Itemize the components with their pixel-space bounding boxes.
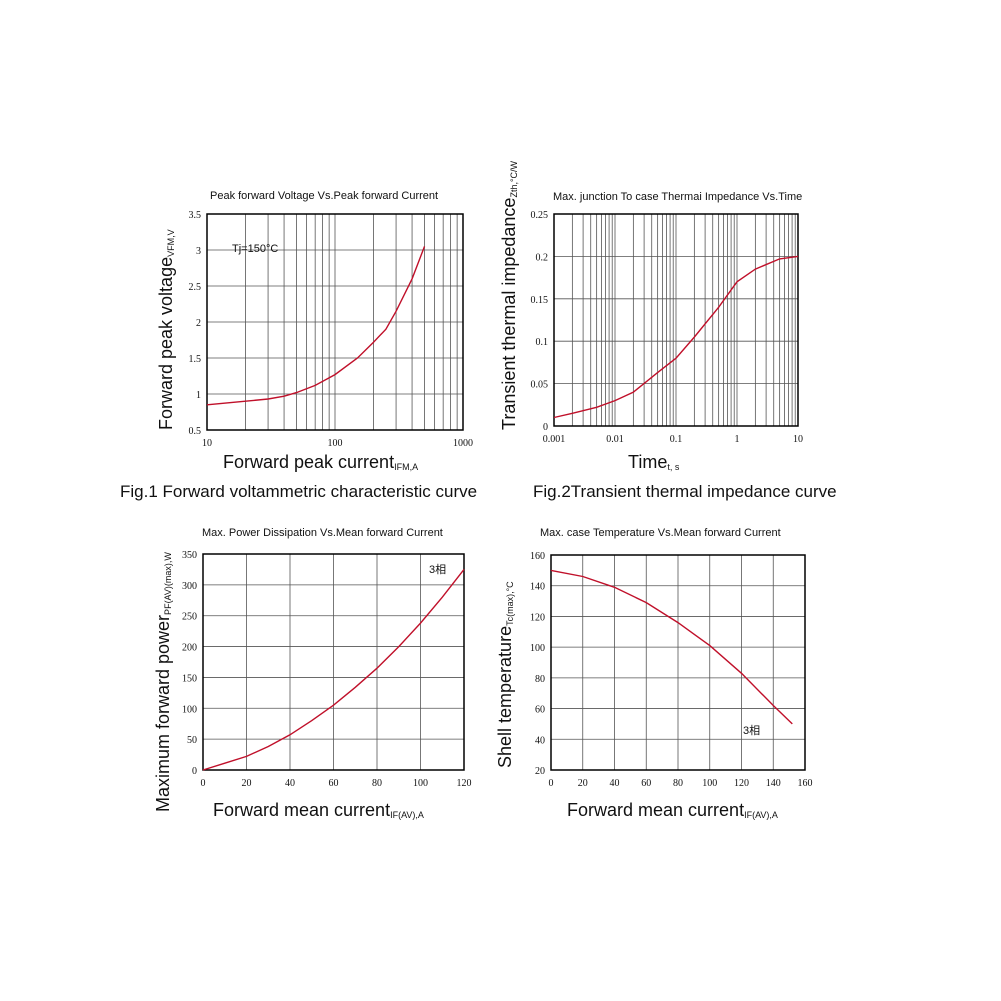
chart2-series-line: [553, 255, 799, 419]
chart1-xtick-label: 100: [328, 438, 343, 449]
chart4-ytick-label: 40: [535, 735, 545, 746]
chart3-ylabel: Maximum forward powerPF(AV)(max),W: [153, 552, 174, 812]
chart4-ylabel: Shell temperatureTc(max),°C: [495, 581, 516, 768]
chart1-frame: [206, 213, 464, 431]
chart3-ytick-label: 350: [182, 550, 197, 561]
chart4-ytick-label: 120: [530, 612, 545, 623]
chart4-xtick-label: 60: [641, 778, 651, 789]
chart2-xlabel-sub: t, s: [667, 462, 680, 472]
chart3-xlabel-sub: IF(AV),A: [390, 810, 424, 820]
chart3-series-line: [202, 568, 465, 771]
chart3-xtick-label: 0: [201, 778, 206, 789]
chart4-ytick-label: 160: [530, 551, 545, 562]
chart3-xtick-label: 60: [329, 778, 339, 789]
chart1-ylabel: Forward peak voltageVFM,V: [156, 229, 177, 430]
chart3-xlabel-main: Forward mean current: [213, 800, 391, 820]
chart4-xtick-label: 160: [798, 778, 813, 789]
chart1-ytick-label: 1: [196, 390, 201, 401]
chart2-ylabel-sub: Zth,°C/W: [509, 160, 519, 198]
chart4-xtick-label: 20: [578, 778, 588, 789]
chart3-frame: [202, 553, 465, 771]
chart1-ytick-label: 1.5: [189, 354, 202, 365]
chart4-annotation: 3相: [743, 725, 761, 737]
chart3-ylabel-sub: PF(AV)(max),W: [163, 552, 173, 615]
chart2-ylabel: Transient thermal impedanceZth,°C/W: [499, 161, 520, 430]
chart1-xtick-label: 10: [202, 438, 212, 449]
chart3-xtick-label: 20: [242, 778, 252, 789]
chart2-xlabel-main: Time: [628, 452, 668, 472]
chart4-xtick-label: 140: [766, 778, 781, 789]
chart2-xtick-label: 0.01: [606, 434, 624, 445]
chart2-xlabel: Timet, s: [628, 452, 679, 473]
chart3-ytick-label: 0: [192, 766, 197, 777]
chart1-ylabel-main: Forward peak voltage: [156, 256, 176, 430]
chart3-xtick-label: 40: [285, 778, 295, 789]
chart2-xtick-label: 0.1: [670, 434, 683, 445]
chart2-ytick-label: 0.2: [536, 252, 549, 263]
chart3-xtick-label: 120: [457, 778, 472, 789]
chart2-ytick-label: 0.25: [531, 210, 549, 221]
chart1-caption: Fig.1 Forward voltammetric characteristi…: [120, 482, 478, 501]
chart3-ytick-label: 50: [187, 735, 197, 746]
chart3-ytick-label: 100: [182, 704, 197, 715]
chart4-ylabel-main: Shell temperature: [495, 625, 515, 768]
chart4-xtick-label: 80: [673, 778, 683, 789]
chart2-ytick-label: 0: [543, 422, 548, 433]
chart2-xtick-label: 10: [793, 434, 803, 445]
chart4-xtick-label: 0: [549, 778, 554, 789]
chart1-xtick-label: 1000: [453, 438, 473, 449]
chart4-title: Max. case Temperature Vs.Mean forward Cu…: [540, 527, 781, 539]
chart4-xlabel-main: Forward mean current: [567, 800, 745, 820]
chart3-annotation: 3相: [429, 564, 447, 576]
chart1-series-line: [206, 246, 426, 406]
chart3-xtick-label: 100: [413, 778, 428, 789]
chart2-title: Max. junction To case Thermai Impedance …: [553, 191, 803, 203]
chart2-xtick-label: 0.001: [543, 434, 566, 445]
chart4-ytick-label: 60: [535, 705, 545, 716]
chart1-ytick-label: 3: [196, 246, 201, 257]
chart2-ytick-label: 0.1: [536, 337, 549, 348]
chart3-ytick-label: 300: [182, 581, 197, 592]
chart4-xtick-label: 40: [610, 778, 620, 789]
chart2-ytick-label: 0.15: [531, 295, 549, 306]
chart4-frame: [550, 554, 806, 771]
chart1-ytick-label: 2.5: [189, 282, 202, 293]
chart1-ytick-label: 0.5: [189, 426, 202, 437]
chart4-ylabel-sub: Tc(max),°C: [505, 581, 515, 626]
chart3-xlabel: Forward mean currentIF(AV),A: [213, 800, 424, 821]
chart2-frame: [553, 213, 799, 427]
chart3-title: Max. Power Dissipation Vs.Mean forward C…: [202, 527, 443, 539]
chart4-ytick-label: 80: [535, 674, 545, 685]
chart3-xtick-label: 80: [372, 778, 382, 789]
chart3-ytick-label: 150: [182, 673, 197, 684]
chart2-ylabel-main: Transient thermal impedance: [499, 197, 519, 430]
chart1-ytick-label: 3.5: [189, 210, 202, 221]
chart4-ytick-label: 140: [530, 582, 545, 593]
chart1-ylabel-sub: VFM,V: [166, 229, 176, 257]
chart1-xlabel: Forward peak currentIFM,A: [223, 452, 418, 473]
chart1-annotation: Tj=150°C: [232, 243, 279, 255]
chart4-xtick-label: 100: [702, 778, 717, 789]
chart2-caption: Fig.2Transient thermal impedance curve: [533, 482, 837, 501]
chart4-xlabel-sub: IF(AV),A: [744, 810, 778, 820]
chart4-ytick-label: 20: [535, 766, 545, 777]
chart4-series-line: [550, 569, 793, 725]
chart2-ytick-label: 0.05: [531, 380, 549, 391]
chart3-ylabel-main: Maximum forward power: [153, 614, 173, 812]
chart4-xtick-label: 120: [734, 778, 749, 789]
chart3-ytick-label: 250: [182, 612, 197, 623]
chart4-ytick-label: 100: [530, 643, 545, 654]
chart2-xtick-label: 1: [735, 434, 740, 445]
chart3-ytick-label: 200: [182, 643, 197, 654]
chart1-title: Peak forward Voltage Vs.Peak forward Cur…: [210, 190, 439, 202]
chart1-xlabel-sub: IFM,A: [394, 462, 419, 472]
chart1-ytick-label: 2: [196, 318, 201, 329]
chart1-xlabel-main: Forward peak current: [223, 452, 395, 472]
chart4-xlabel: Forward mean currentIF(AV),A: [567, 800, 778, 821]
